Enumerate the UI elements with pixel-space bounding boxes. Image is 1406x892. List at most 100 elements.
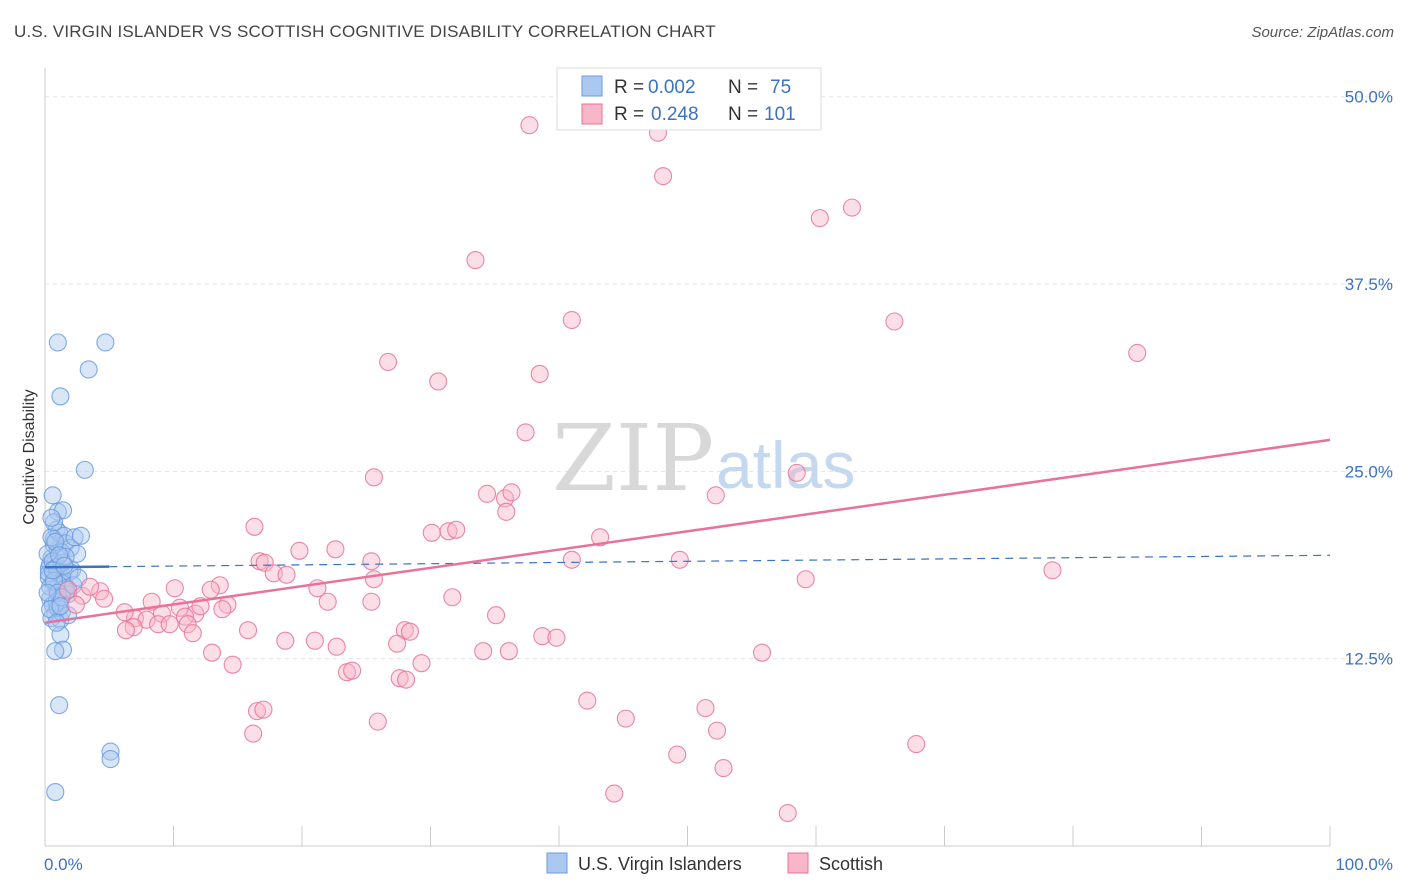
data-point xyxy=(520,116,539,135)
data-point xyxy=(247,702,267,721)
legend-r-label: R = xyxy=(614,104,644,125)
data-point xyxy=(245,517,264,536)
data-point xyxy=(254,700,273,719)
data-point xyxy=(400,622,419,641)
data-point xyxy=(362,592,381,611)
data-point xyxy=(412,654,431,673)
data-point xyxy=(43,486,62,505)
data-point xyxy=(50,546,69,565)
data-point xyxy=(223,655,242,674)
data-point xyxy=(51,597,70,616)
data-point xyxy=(668,745,687,764)
data-point xyxy=(51,387,70,406)
data-point xyxy=(885,312,904,331)
data-point xyxy=(183,624,202,643)
watermark-atlas: atlas xyxy=(716,428,855,502)
data-point xyxy=(516,423,535,442)
legend-n-value-scottish: 101 xyxy=(764,104,796,125)
data-point xyxy=(502,483,521,502)
legend-r-value-virgin-islanders: 0.002 xyxy=(648,77,696,98)
data-point xyxy=(160,615,179,634)
legend-swatch-scottish xyxy=(581,103,603,125)
data-point xyxy=(53,640,73,659)
data-point xyxy=(364,468,384,487)
data-point xyxy=(842,198,862,217)
data-point xyxy=(706,486,725,505)
data-point xyxy=(165,579,184,598)
data-point xyxy=(499,642,518,661)
data-point xyxy=(46,642,65,661)
data-point xyxy=(276,631,295,650)
data-point xyxy=(48,333,67,352)
chart-title: U.S. VIRGIN ISLANDER VS SCOTTISH COGNITI… xyxy=(14,22,716,41)
trend-line-virgin-islanders-dashed xyxy=(109,554,1331,568)
data-point xyxy=(379,352,398,372)
trend-line-virgin-islanders-solid xyxy=(44,565,110,569)
data-point xyxy=(605,784,624,803)
watermark: ZIP atlas xyxy=(552,405,855,512)
data-point xyxy=(787,463,806,482)
data-point xyxy=(422,523,441,542)
data-point xyxy=(80,577,100,596)
data-point xyxy=(55,556,74,575)
correlation-legend: R = 0.002 N = 75 R = 0.248 N = 101 xyxy=(556,67,822,131)
data-point xyxy=(101,750,120,769)
y-axis-label: Cognitive Disability xyxy=(21,389,38,524)
data-point xyxy=(326,540,345,559)
data-point xyxy=(203,643,222,662)
data-point xyxy=(477,484,497,503)
data-point xyxy=(907,735,926,754)
legend-swatch-virgin-islanders xyxy=(581,75,603,97)
data-point xyxy=(178,615,197,634)
data-point xyxy=(591,528,610,547)
legend-n-label: N = xyxy=(728,104,758,125)
data-point xyxy=(364,570,384,589)
axes xyxy=(44,68,1331,847)
series-legend: U.S. Virgin Islanders Scottish xyxy=(546,852,883,874)
legend-label-scottish: Scottish xyxy=(819,854,883,874)
data-point xyxy=(318,592,337,611)
data-point xyxy=(530,364,549,384)
legend-r-label: R = xyxy=(614,77,644,98)
trend-lines xyxy=(44,438,1331,624)
legend-r-value-scottish: 0.248 xyxy=(651,104,699,125)
gridlines xyxy=(45,96,1393,660)
watermark-zip: ZIP xyxy=(552,405,714,512)
data-point xyxy=(368,712,387,731)
data-point xyxy=(255,553,274,572)
data-point xyxy=(305,631,324,650)
data-point xyxy=(429,372,448,391)
data-point xyxy=(562,550,581,569)
data-point xyxy=(474,642,493,661)
data-point xyxy=(50,696,69,715)
data-point xyxy=(1128,343,1147,363)
data-point xyxy=(1043,561,1062,580)
data-point xyxy=(68,544,87,563)
data-point xyxy=(71,526,91,545)
data-point xyxy=(562,310,581,330)
data-point xyxy=(96,333,115,352)
data-point xyxy=(466,251,485,270)
data-point xyxy=(670,550,689,569)
data-point xyxy=(390,669,409,688)
data-point xyxy=(714,759,733,778)
legend-swatch-scottish xyxy=(787,852,809,874)
data-point xyxy=(796,570,815,589)
trend-line-scottish xyxy=(44,438,1331,624)
data-point xyxy=(56,547,75,566)
data-point xyxy=(327,637,346,656)
data-point xyxy=(497,502,516,521)
data-point xyxy=(79,360,98,379)
legend-n-value-virgin-islanders: 75 xyxy=(770,77,791,98)
data-point xyxy=(439,522,458,541)
legend-swatch-virgin-islanders xyxy=(546,852,568,874)
data-point xyxy=(654,167,673,186)
y-tick-label: 25.0% xyxy=(1345,462,1393,481)
y-tick-label: 50.0% xyxy=(1345,88,1393,107)
data-point xyxy=(290,541,309,560)
x-tick-label-max: 100.0% xyxy=(1335,855,1393,874)
x-tick-labels: 0.0% 100.0% xyxy=(44,855,1393,874)
data-point xyxy=(810,209,829,228)
legend-n-label: N = xyxy=(728,77,758,98)
